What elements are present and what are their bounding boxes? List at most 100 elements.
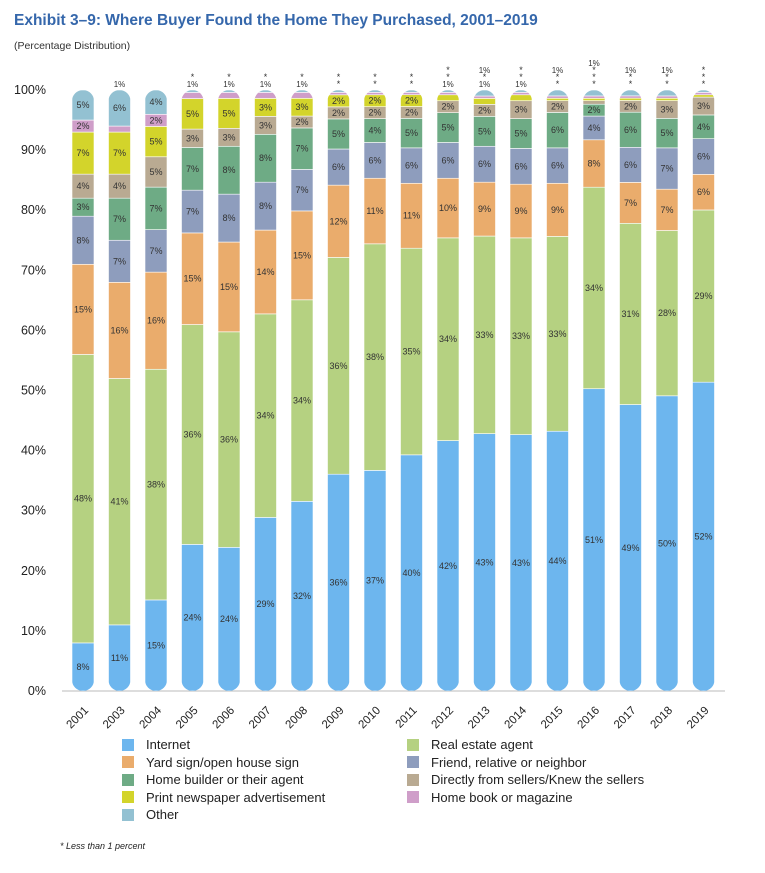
data-label: 6% <box>441 155 454 165</box>
bar-segment <box>656 97 678 101</box>
bar-segment <box>327 90 350 93</box>
data-label: 2% <box>332 108 345 118</box>
data-label: 4% <box>76 181 89 191</box>
y-tick-label: 70% <box>21 263 46 277</box>
data-label: 48% <box>74 494 92 504</box>
data-label: 4% <box>587 123 600 133</box>
data-label: 7% <box>113 256 126 266</box>
legend-item: Internet <box>122 737 190 752</box>
legend-swatch <box>122 808 134 821</box>
data-label: 6% <box>697 187 710 197</box>
data-label: 8% <box>76 235 89 245</box>
data-label: 36% <box>329 361 347 371</box>
data-label: 5% <box>478 126 491 136</box>
data-label: 7% <box>660 205 673 215</box>
data-label-small: 1% <box>260 80 272 89</box>
data-label: 16% <box>147 316 165 326</box>
data-label: 34% <box>293 396 311 406</box>
data-label-small: 1% <box>479 80 491 89</box>
data-label: 5% <box>514 129 527 139</box>
data-label: 29% <box>256 599 274 609</box>
data-label-small: * <box>373 72 377 82</box>
data-label: 6% <box>551 125 564 135</box>
bar-segment <box>510 94 532 102</box>
data-label: 35% <box>402 347 420 357</box>
bar-segment <box>181 90 204 93</box>
y-tick-label: 10% <box>21 624 46 638</box>
data-label: 6% <box>624 125 637 135</box>
data-label-small: * <box>337 79 341 89</box>
legend-item: Directly from sellers/Knew the sellers <box>407 772 644 787</box>
data-label-small: * <box>702 65 706 75</box>
y-tick-label: 40% <box>21 444 46 458</box>
legend-swatch <box>407 756 419 768</box>
x-tick-label: 2003 <box>101 705 128 732</box>
legend-swatch <box>122 738 134 751</box>
data-label-small: 1% <box>588 59 600 68</box>
bar-segment <box>546 97 569 101</box>
data-label: 11% <box>403 211 420 221</box>
data-label: 36% <box>329 578 347 588</box>
data-label: 2% <box>478 105 491 115</box>
data-label: 5% <box>441 123 454 133</box>
x-tick-label: 2013 <box>466 705 493 732</box>
legend-item: Friend, relative or neighbor <box>407 755 586 770</box>
data-label: 16% <box>110 325 128 335</box>
data-label-small: * <box>629 79 633 89</box>
bar-segment <box>291 90 313 93</box>
data-label: 33% <box>548 329 566 339</box>
data-label: 15% <box>183 274 201 284</box>
data-label: 5% <box>149 137 162 147</box>
bar-2011: 40% 35% 11% 6% 5% 2%2% ** <box>400 72 423 691</box>
data-label: 3% <box>514 105 527 115</box>
data-label-small: 1% <box>625 66 637 75</box>
data-label-small: 1% <box>479 66 491 75</box>
bar-segment <box>583 90 605 97</box>
data-label: 37% <box>366 576 384 586</box>
data-label: 3% <box>76 202 89 212</box>
data-label: 7% <box>660 164 673 174</box>
data-label-small: * <box>373 79 377 89</box>
legend-label: Directly from sellers/Knew the sellers <box>431 772 645 787</box>
data-label-small: * <box>300 72 304 82</box>
data-label: 2% <box>441 102 454 112</box>
data-label-small: * <box>592 72 596 82</box>
bar-segment <box>108 90 131 127</box>
bar-segment <box>254 92 277 99</box>
data-label-small: * <box>446 65 450 75</box>
data-label: 34% <box>439 334 457 344</box>
chart-subtitle: (Percentage Distribution) <box>14 40 131 52</box>
data-label: 2% <box>624 101 637 111</box>
bar-segment <box>437 94 459 102</box>
legend-swatch <box>122 773 134 786</box>
data-label: 51% <box>585 535 603 545</box>
legend-label: Home builder or their agent <box>146 772 304 787</box>
data-label: 7% <box>624 198 637 208</box>
data-label: 2% <box>368 108 381 118</box>
bar-2009: 36% 36% 12% 6% 5% 2% 2% ** <box>327 72 350 691</box>
data-label: 2% <box>295 117 308 127</box>
legend-item: Home builder or their agent <box>122 772 304 787</box>
x-tick-label: 2012 <box>430 705 457 732</box>
data-label-small: * <box>702 79 706 89</box>
footnote: * Less than 1 percent <box>60 841 146 851</box>
bar-segment <box>364 90 386 93</box>
data-label: 34% <box>256 411 274 421</box>
data-label: 7% <box>295 144 308 154</box>
bar-segment <box>72 90 94 121</box>
data-label-small: 1% <box>223 80 235 89</box>
data-label: 36% <box>220 435 238 445</box>
data-label: 15% <box>147 640 165 650</box>
data-label: 29% <box>694 291 712 301</box>
data-label-small: 1% <box>114 80 126 89</box>
bar-segment <box>619 95 642 99</box>
data-label: 36% <box>183 429 201 439</box>
data-label: 7% <box>295 185 308 195</box>
bar-segment <box>473 95 496 99</box>
data-label: 9% <box>514 206 527 216</box>
data-label: 6% <box>405 161 418 171</box>
data-label: 15% <box>74 304 92 314</box>
bar-segment <box>583 100 605 105</box>
data-label: 38% <box>366 352 384 362</box>
data-label: 11% <box>111 653 128 663</box>
